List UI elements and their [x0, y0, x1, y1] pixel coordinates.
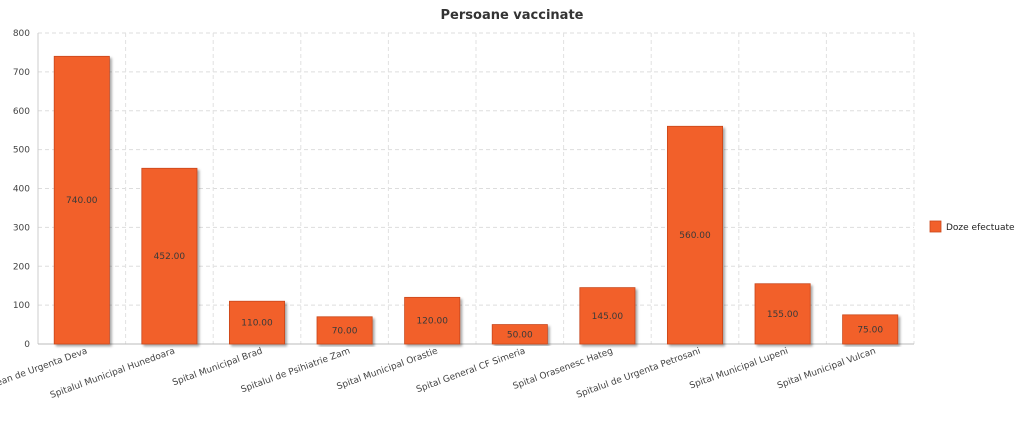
bar[interactable] [229, 300, 285, 345]
y-tick-labels: 0 100 200 300 400 500 600 700 800 [13, 29, 30, 350]
chart-title: Persoane vaccinate [441, 8, 584, 23]
y-tick-label: 0 [24, 340, 30, 350]
data-label: 740.00 [66, 196, 98, 206]
legend: Doze efectuate [929, 220, 1015, 233]
data-label: 452.00 [154, 252, 186, 262]
grid [37, 32, 915, 344]
bar[interactable] [53, 55, 110, 345]
bar[interactable] [491, 324, 548, 345]
y-tick-label: 200 [13, 262, 30, 272]
legend-swatch[interactable] [929, 220, 942, 233]
y-tick-label: 300 [13, 223, 30, 233]
bar[interactable] [316, 316, 373, 345]
bars [53, 55, 899, 345]
data-label: 75.00 [857, 325, 883, 335]
x-tick-labels: Spitalul Judetean de Urgenta DevaSpitalu… [0, 346, 877, 409]
data-labels: 740.00 452.00 110.00 70.00 120.00 50.00 145.00… [66, 196, 883, 340]
bar[interactable] [404, 296, 461, 345]
legend-label[interactable]: Doze efectuate [946, 223, 1015, 233]
y-tick-label: 700 [13, 68, 30, 78]
x-tick-label: Spital Municipal Vulcan [776, 346, 877, 391]
data-label: 70.00 [332, 326, 358, 336]
y-tick-label: 600 [13, 107, 30, 117]
bar[interactable] [579, 287, 636, 345]
bar[interactable] [842, 314, 899, 345]
data-label: 120.00 [416, 317, 448, 327]
y-tick-label: 400 [13, 185, 30, 195]
x-tick-label: Spital Municipal Lupeni [688, 346, 789, 391]
data-label: 155.00 [767, 310, 799, 320]
data-label: 145.00 [592, 312, 624, 322]
x-tick-label: Spitalul Judetean de Urgenta Deva [0, 346, 89, 409]
y-tick-label: 800 [13, 29, 30, 39]
y-tick-label: 500 [13, 146, 30, 156]
bar[interactable] [141, 167, 198, 345]
y-tick-label: 100 [13, 301, 30, 311]
data-label: 560.00 [679, 231, 711, 241]
bar[interactable] [754, 283, 811, 345]
data-label: 110.00 [241, 319, 273, 329]
bar[interactable] [667, 125, 723, 345]
data-label: 50.00 [507, 330, 533, 340]
